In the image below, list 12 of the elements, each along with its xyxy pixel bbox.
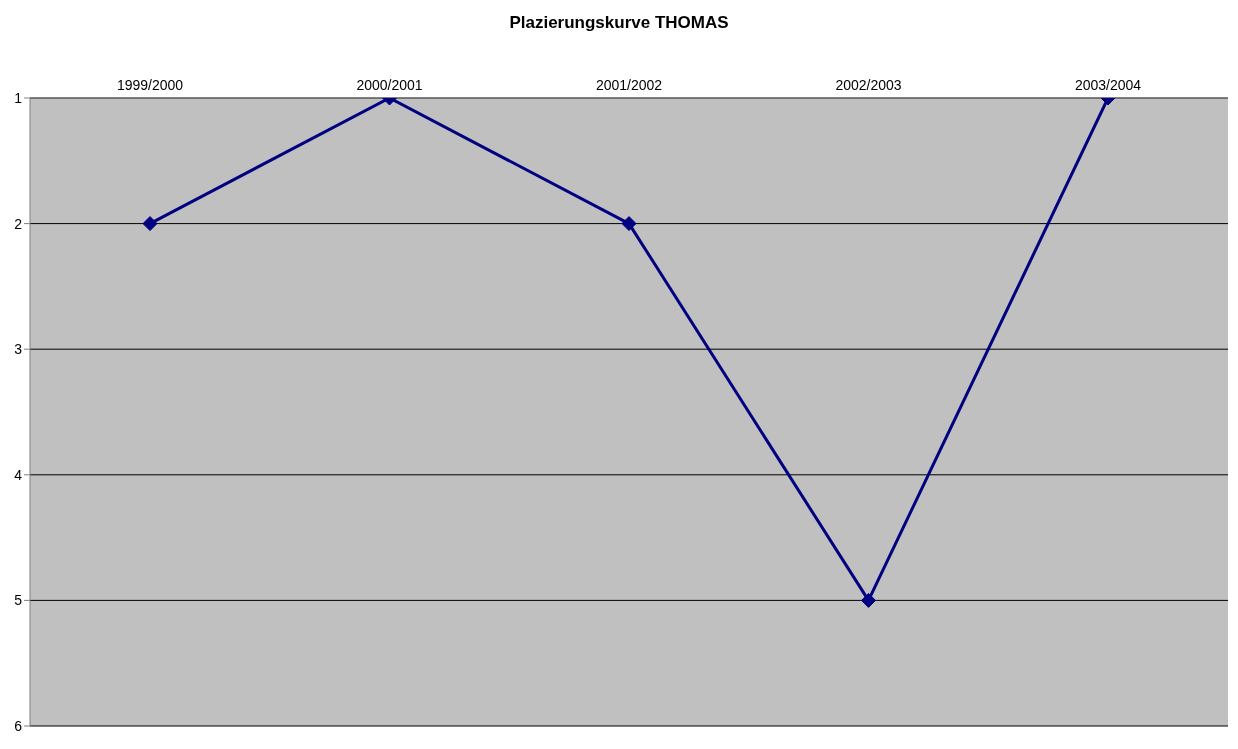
x-tick-label: 2001/2002 (595, 77, 663, 93)
x-tick-label: 2000/2001 (356, 77, 423, 93)
y-tick-label: 3 (14, 341, 23, 358)
x-tick-label: 2003/2004 (1074, 77, 1142, 93)
y-tick-label: 5 (14, 592, 23, 609)
y-tick-label: 1 (14, 89, 23, 106)
y-tick-label: 2 (14, 215, 23, 232)
y-tick-label: 6 (14, 717, 23, 734)
x-tick-label: 2002/2003 (835, 77, 902, 93)
chart-title: Plazierungskurve THOMAS (508, 12, 730, 34)
y-tick-label: 4 (14, 466, 23, 483)
x-tick-label: 1999/2000 (116, 77, 184, 93)
